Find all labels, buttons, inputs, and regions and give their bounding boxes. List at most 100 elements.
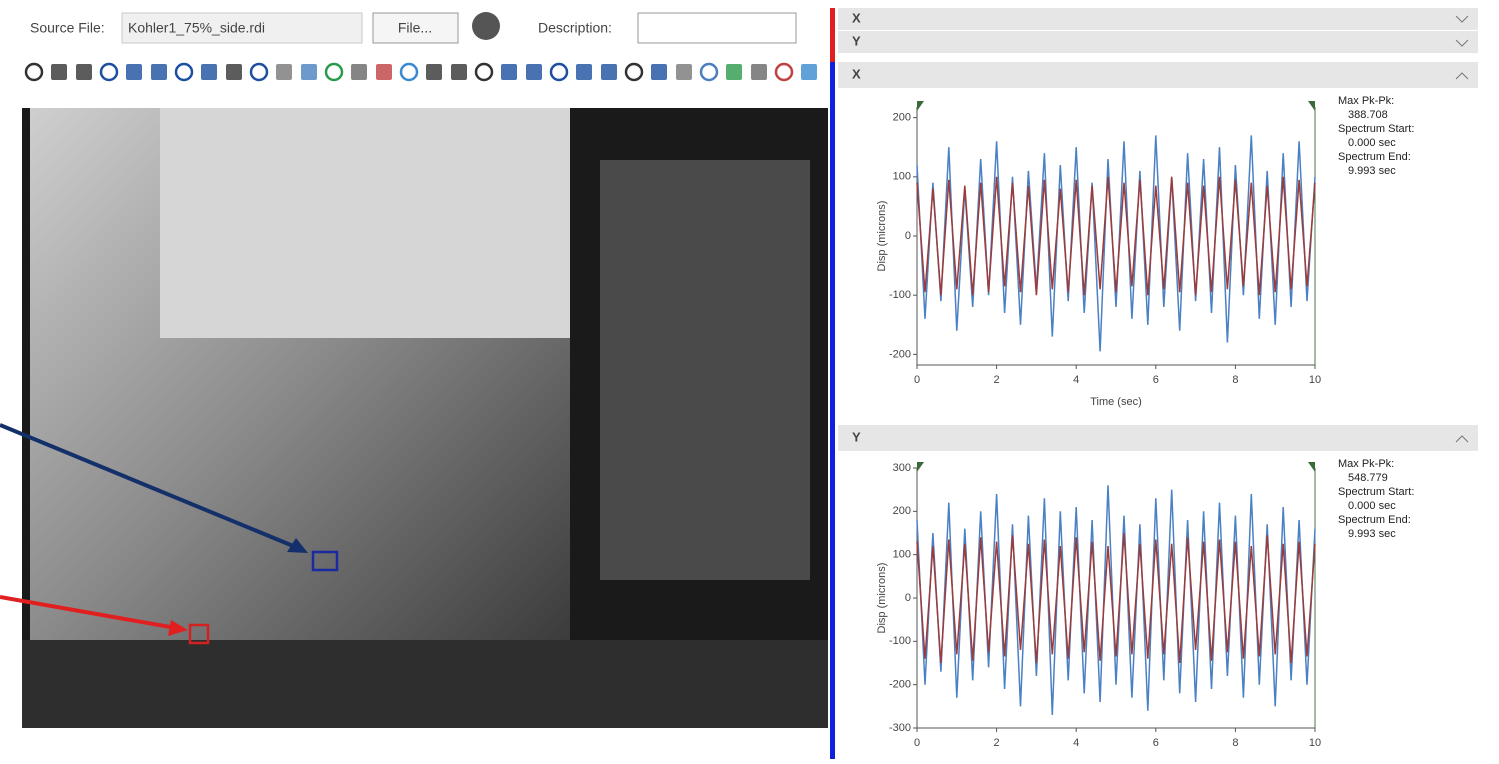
annotation: 388.708 [1348, 109, 1388, 121]
toolbar-button[interactable] [51, 64, 67, 80]
toolbar-button[interactable] [626, 64, 642, 80]
y-tick-label: 300 [893, 462, 911, 474]
toolbar-button[interactable] [476, 64, 492, 80]
x-tick-label: 8 [1232, 737, 1238, 749]
annotation: Spectrum End: [1338, 151, 1411, 163]
page: {"header": {"source_file_label": "Source… [0, 0, 1499, 759]
x-tick-label: 4 [1073, 737, 1079, 749]
cursor-marker [917, 101, 924, 111]
annotation: 0.000 sec [1348, 137, 1396, 149]
panel-title: X [852, 66, 861, 81]
panel-bar[interactable] [838, 62, 1478, 88]
y-axis-label: Disp (microns) [876, 563, 888, 634]
y-tick-label: 0 [905, 230, 911, 242]
description-label: Description: [538, 20, 612, 36]
toolbar-button[interactable] [701, 64, 717, 80]
x-tick-label: 8 [1232, 374, 1238, 386]
panel-title: X [852, 10, 861, 25]
y-tick-label: 200 [893, 112, 911, 124]
cursor-marker [917, 462, 924, 472]
y-tick-label: -200 [889, 679, 911, 691]
camera-icon[interactable] [472, 12, 500, 40]
toolbar-button[interactable] [276, 64, 292, 80]
x-tick-label: 4 [1073, 374, 1079, 386]
cursor-marker [1308, 462, 1315, 472]
x-tick-label: 6 [1153, 374, 1159, 386]
engine-block [160, 108, 570, 338]
annotation: Spectrum Start: [1338, 123, 1414, 135]
annotation: Spectrum Start: [1338, 486, 1414, 498]
x-tick-label: 6 [1153, 737, 1159, 749]
signal-trace [917, 177, 1315, 295]
panel-title: Y [852, 33, 861, 48]
annotation: 9.993 sec [1348, 165, 1396, 177]
annotation: 9.993 sec [1348, 528, 1396, 540]
description-field[interactable] [638, 13, 796, 43]
toolbar-button[interactable] [151, 64, 167, 80]
engine-right [600, 160, 810, 580]
toolbar-button[interactable] [126, 64, 142, 80]
toolbar-button[interactable] [176, 64, 192, 80]
toolbar-button[interactable] [726, 64, 742, 80]
x-tick-label: 2 [994, 374, 1000, 386]
toolbar-button[interactable] [76, 64, 92, 80]
toolbar-button[interactable] [226, 64, 242, 80]
y-axis-label: Disp (microns) [876, 201, 888, 272]
panel-title: Y [852, 429, 861, 444]
panel-header-y[interactable] [838, 31, 1478, 53]
toolbar-button[interactable] [676, 64, 692, 80]
y-tick-label: 0 [905, 592, 911, 604]
toolbar-button[interactable] [251, 64, 267, 80]
toolbar-button[interactable] [101, 64, 117, 80]
screen: Source File: Kohler1_75%_side.rdi File..… [0, 0, 1499, 759]
toolbar-button[interactable] [426, 64, 442, 80]
x-axis-label: Time (sec) [1090, 396, 1142, 408]
toolbar-button[interactable] [776, 64, 792, 80]
cursor-marker [1308, 101, 1315, 111]
toolbar-button[interactable] [526, 64, 542, 80]
toolbar-button[interactable] [501, 64, 517, 80]
y-tick-label: -100 [889, 289, 911, 301]
y-tick-label: 100 [893, 549, 911, 561]
toolbar-button[interactable] [26, 64, 42, 80]
toolbar-button[interactable] [601, 64, 617, 80]
panel-bar[interactable] [838, 8, 1478, 30]
toolbar-button[interactable] [376, 64, 392, 80]
toolbar-button[interactable] [401, 64, 417, 80]
annotation: Max Pk-Pk: [1338, 458, 1394, 470]
toolbar-button[interactable] [551, 64, 567, 80]
annotation: 548.779 [1348, 472, 1388, 484]
divider-blue [830, 62, 835, 759]
toolbar-button[interactable] [801, 64, 817, 80]
x-tick-label: 2 [994, 737, 1000, 749]
y-tick-label: 100 [893, 171, 911, 183]
x-tick-label: 10 [1309, 737, 1321, 749]
toolbar-button[interactable] [201, 64, 217, 80]
annotation: Spectrum End: [1338, 514, 1411, 526]
y-tick-label: -200 [889, 348, 911, 360]
toolbar-button[interactable] [451, 64, 467, 80]
panel-header-x[interactable] [838, 8, 1478, 30]
toolbar-button[interactable] [301, 64, 317, 80]
toolbar [26, 64, 817, 80]
y-tick-label: -100 [889, 635, 911, 647]
signal-trace [917, 533, 1315, 663]
toolbar-button[interactable] [351, 64, 367, 80]
panel-bar[interactable] [838, 425, 1478, 451]
x-tick-label: 0 [914, 737, 920, 749]
toolbar-button[interactable] [651, 64, 667, 80]
file-button-label: File... [398, 20, 432, 36]
panel-bar[interactable] [838, 31, 1478, 53]
annotation: Max Pk-Pk: [1338, 95, 1394, 107]
engine-base [22, 640, 828, 728]
x-tick-label: 10 [1309, 374, 1321, 386]
toolbar-button[interactable] [576, 64, 592, 80]
toolbar-button[interactable] [751, 64, 767, 80]
source-file-label: Source File: [30, 20, 105, 36]
toolbar-button[interactable] [326, 64, 342, 80]
divider-red [830, 8, 835, 62]
y-tick-label: -300 [889, 722, 911, 734]
y-tick-label: 200 [893, 505, 911, 517]
source-file-value: Kohler1_75%_side.rdi [128, 20, 265, 36]
x-tick-label: 0 [914, 374, 920, 386]
